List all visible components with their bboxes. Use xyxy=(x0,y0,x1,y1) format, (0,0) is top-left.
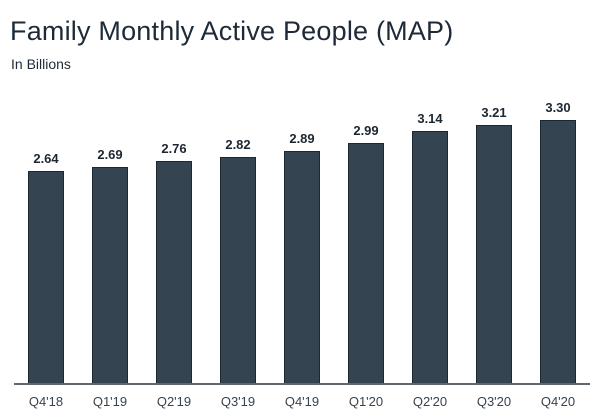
x-axis-label: Q4'18 xyxy=(28,394,64,409)
bar-group: 2.69 xyxy=(78,100,142,383)
bar xyxy=(28,171,64,383)
bar xyxy=(92,167,128,383)
bar-value-label: 3.21 xyxy=(481,105,507,120)
x-axis-label: Q4'20 xyxy=(540,394,576,409)
x-axis-label: Q2'19 xyxy=(156,394,192,409)
bar xyxy=(540,120,576,383)
bar xyxy=(412,131,448,383)
bar-group: 3.30 xyxy=(526,100,590,383)
x-axis-label: Q1'19 xyxy=(92,394,128,409)
bar-group: 3.21 xyxy=(462,100,526,383)
bar xyxy=(220,157,256,383)
chart-title: Family Monthly Active People (MAP) xyxy=(10,16,454,46)
bar-value-label: 2.89 xyxy=(289,131,315,146)
x-axis-label: Q1'20 xyxy=(348,394,384,409)
bar-group: 3.14 xyxy=(398,100,462,383)
chart-subtitle: In Billions xyxy=(11,56,71,72)
x-axis-label: Q2'20 xyxy=(412,394,448,409)
bar-chart: 2.64 2.69 2.76 2.82 2.89 2.99 3.14 3.21 3.30 xyxy=(14,100,590,385)
bar xyxy=(476,125,512,383)
bar-group: 2.89 xyxy=(270,100,334,383)
bar xyxy=(348,143,384,383)
bar-group: 2.82 xyxy=(206,100,270,383)
bar-value-label: 2.99 xyxy=(353,123,379,138)
bar-value-label: 3.30 xyxy=(545,100,571,115)
bar-group: 2.64 xyxy=(14,100,78,383)
x-axis-label: Q3'20 xyxy=(476,394,512,409)
x-axis: Q4'18 Q1'19 Q2'19 Q3'19 Q4'19 Q1'20 Q2'20 Q3'20… xyxy=(14,387,590,409)
bar-value-label: 2.69 xyxy=(97,147,123,162)
x-axis-label: Q3'19 xyxy=(220,394,256,409)
bar-value-label: 2.82 xyxy=(225,137,251,152)
x-axis-label: Q4'19 xyxy=(284,394,320,409)
bar-group: 2.99 xyxy=(334,100,398,383)
bar-value-label: 2.64 xyxy=(33,151,59,166)
bar-group: 2.76 xyxy=(142,100,206,383)
bar-value-label: 3.14 xyxy=(417,111,443,126)
bar xyxy=(156,161,192,383)
bar xyxy=(284,151,320,383)
bar-value-label: 2.76 xyxy=(161,141,187,156)
